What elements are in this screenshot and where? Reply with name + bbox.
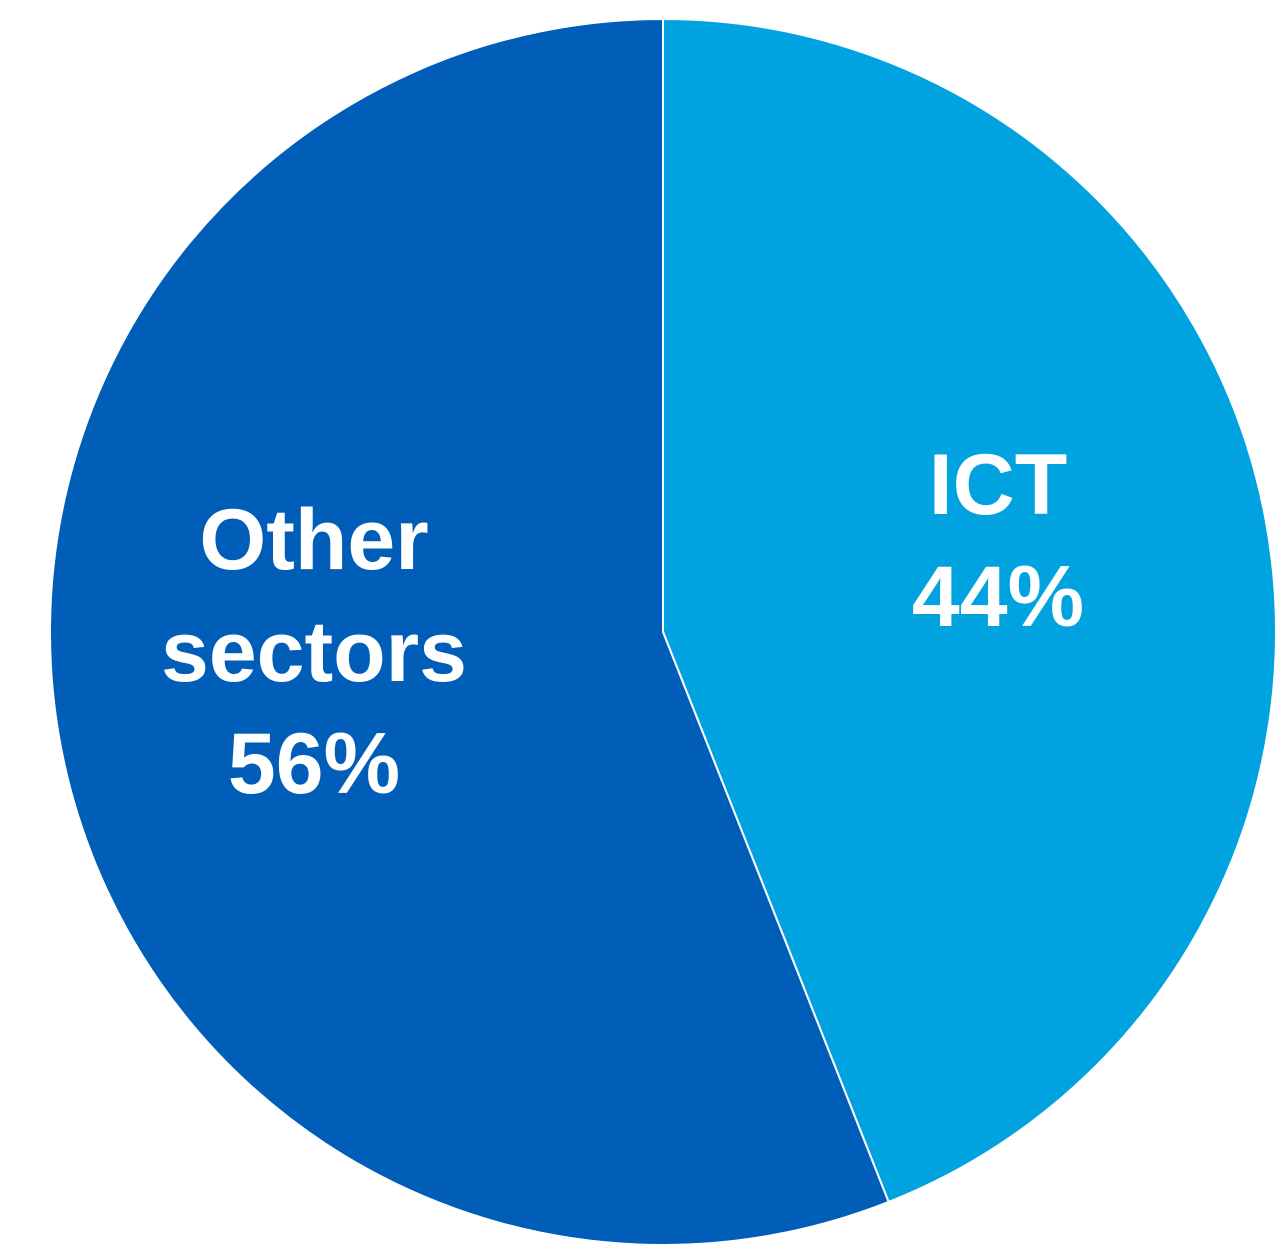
slice-label-other-value: 56%: [227, 716, 401, 812]
slice-label-ict-value: 44%: [911, 549, 1085, 645]
slice-label-other-sectors: Other sectors 56%: [144, 484, 484, 820]
slice-label-other-name: Other sectors: [161, 492, 467, 700]
pie-slice-ict: [662, 18, 1276, 1203]
slice-label-ict-name: ICT: [928, 437, 1068, 533]
pie-slice-other-sectors: [48, 18, 890, 1244]
slice-label-ict: ICT 44%: [912, 429, 1084, 653]
